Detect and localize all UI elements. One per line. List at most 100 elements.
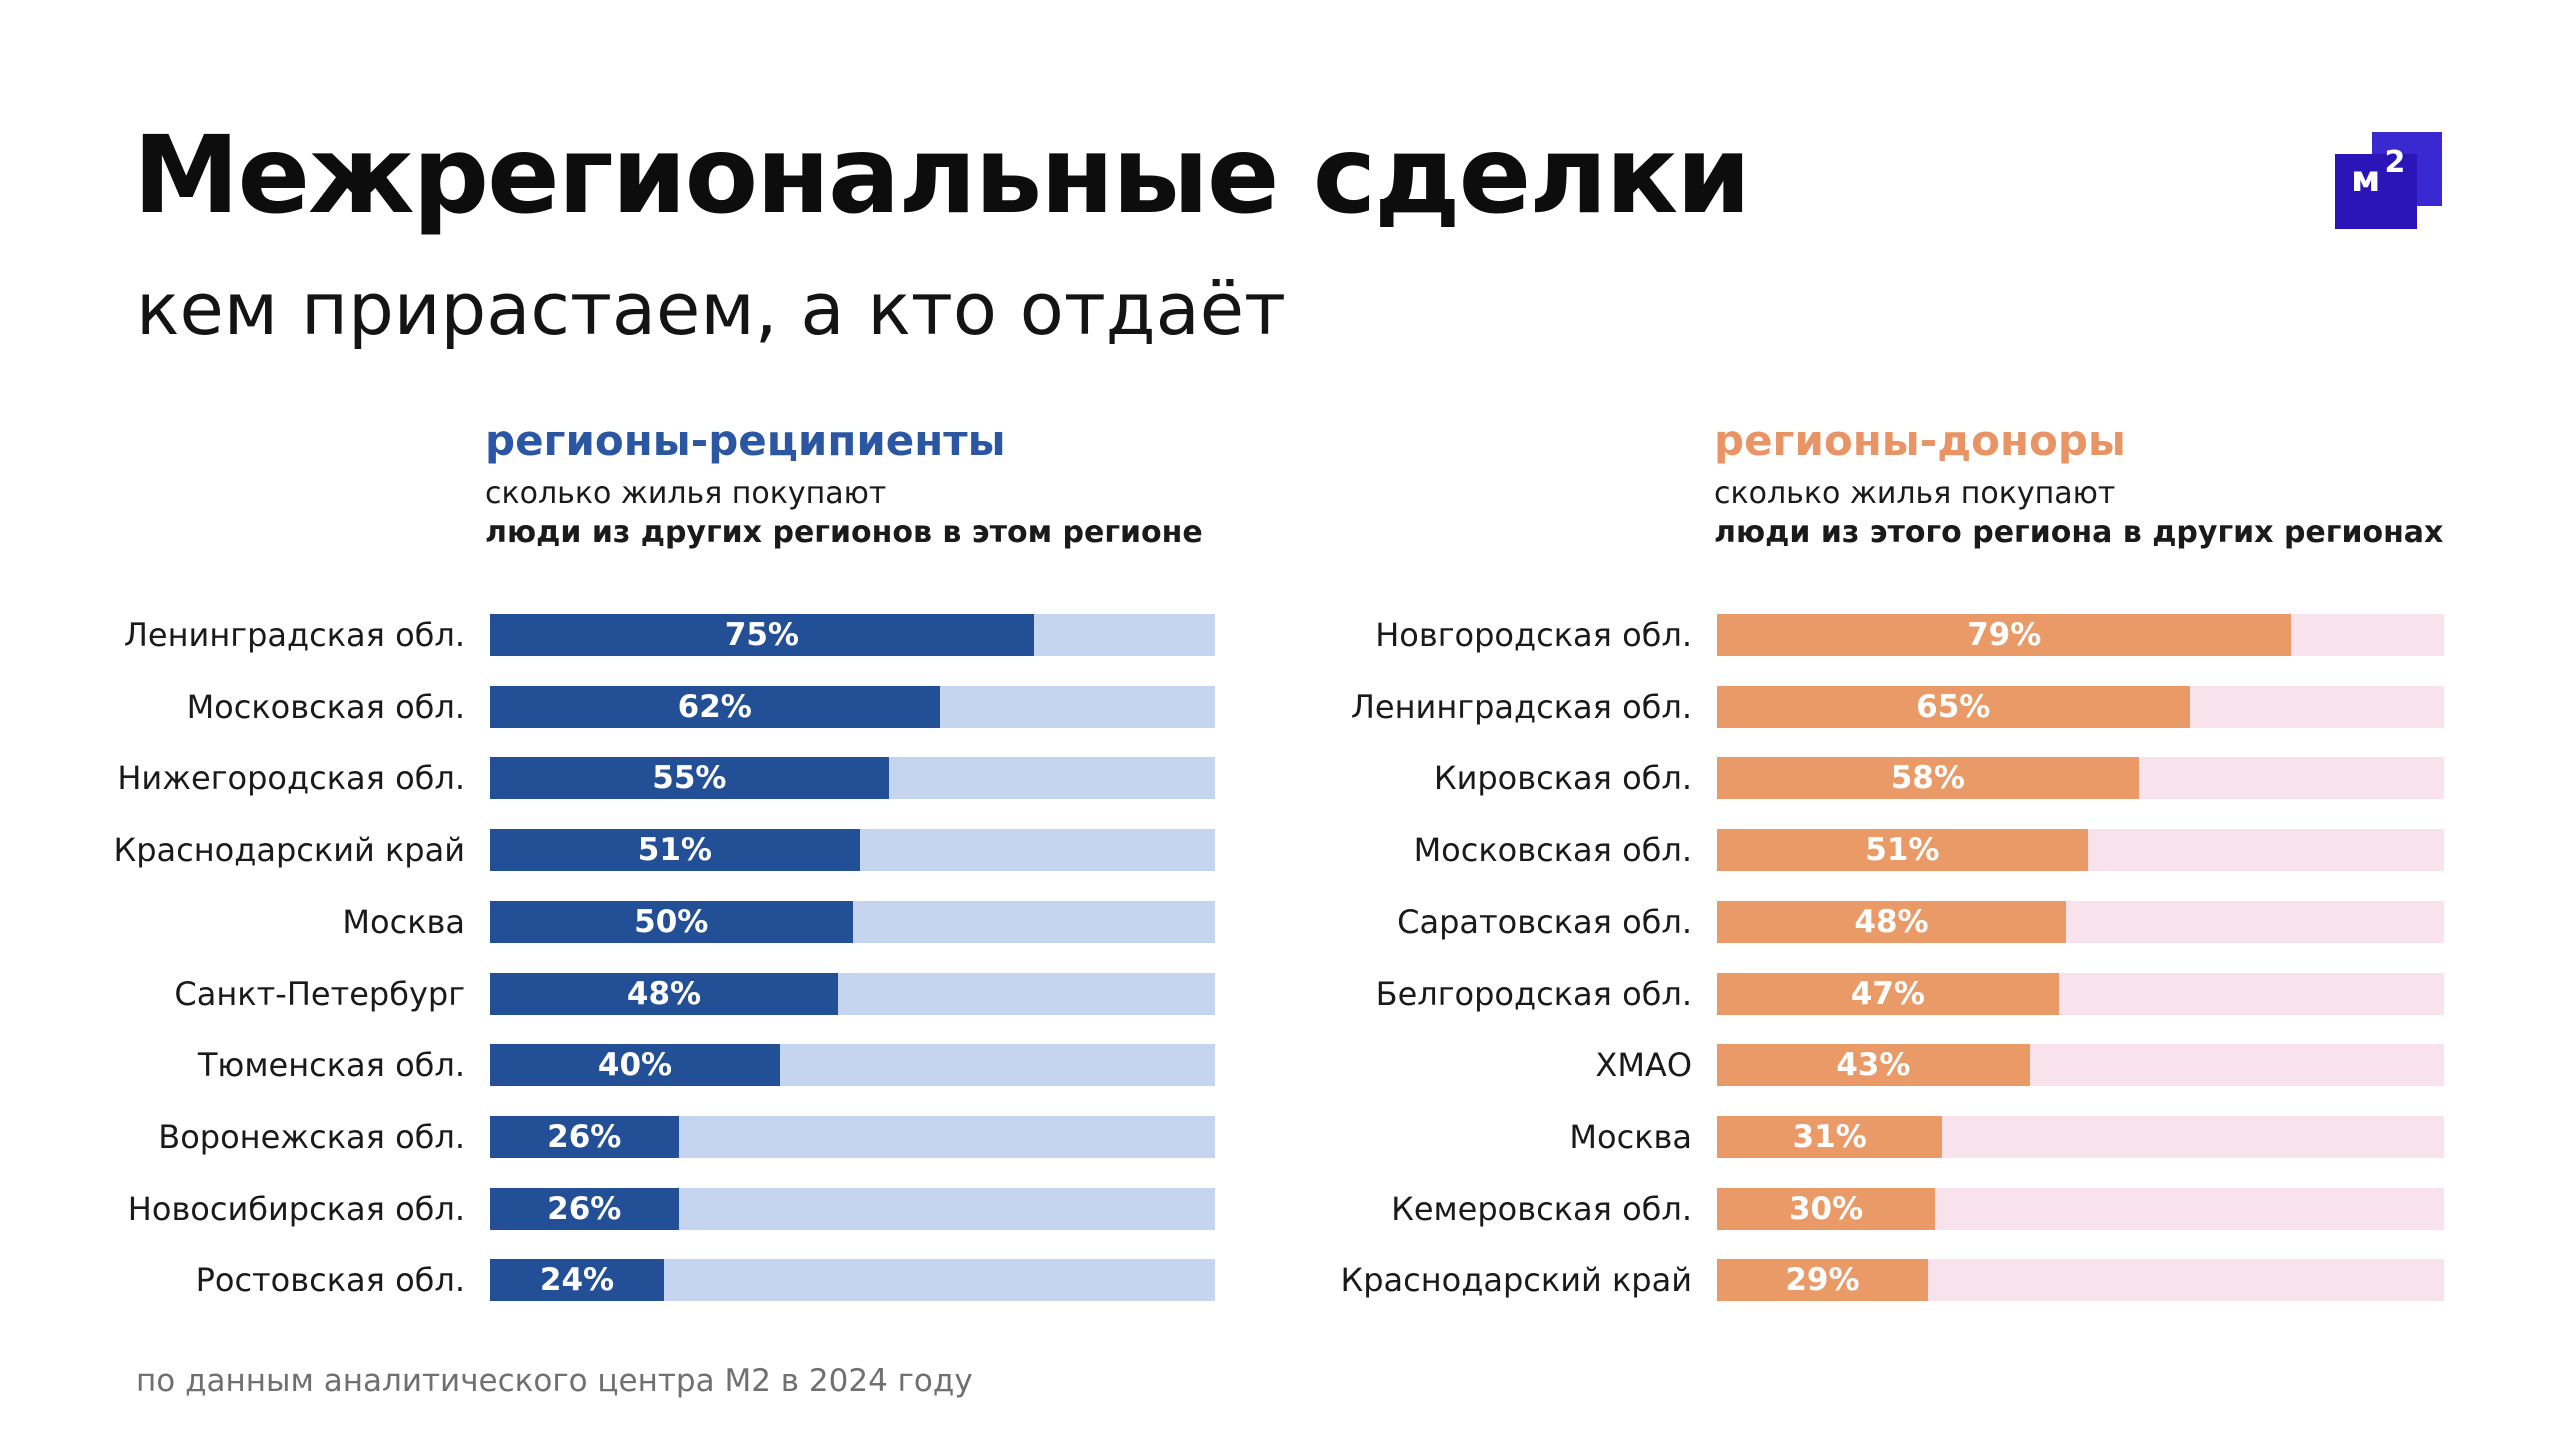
donors-value-label: 51% (1865, 832, 1940, 869)
page-subtitle: кем прирастаем, а кто отдаёт (136, 267, 1286, 351)
recipients-desc-line2: люди из других регионов в этом регионе (485, 515, 1203, 551)
recipients-value-label: 24% (539, 1262, 615, 1299)
recipients-category-label: Краснодарский край (113, 831, 465, 870)
donors-bar-track: 29% (1717, 1259, 2444, 1302)
donors-bar-track: 43% (1717, 1044, 2444, 1087)
donors-category-label: Новгородская обл. (1375, 616, 1692, 654)
recipients-category-label: Московская обл. (186, 687, 465, 726)
recipients-desc-line1: сколько жилья покупают (485, 476, 887, 512)
recipients-bar: 50% (490, 900, 853, 943)
donors-bar-row: Кировская обл. 58% (1230, 757, 2460, 800)
recipients-value-label: 62% (677, 688, 752, 725)
recipients-bar-track: 50% (490, 900, 1215, 943)
donors-category-label: Московская обл. (1413, 831, 1692, 870)
donors-bar: 43% (1717, 1044, 2030, 1087)
recipients-bar: 24% (490, 1259, 664, 1302)
donors-value-label: 29% (1785, 1262, 1860, 1299)
recipients-category-label: Москва (342, 902, 465, 941)
donors-bar: 30% (1717, 1187, 1936, 1230)
recipients-bar-track: 26% (490, 1115, 1215, 1158)
recipients-value-label: 75% (724, 617, 799, 653)
recipients-bar-track: 62% (490, 685, 1215, 728)
donors-value-label: 31% (1792, 1118, 1867, 1155)
recipients-bar-track: 40% (490, 1044, 1215, 1087)
donors-category-label: Белгородская обл. (1375, 974, 1692, 1013)
logo-superscript: 2 (2384, 145, 2406, 180)
recipients-category-label: Воронежская обл. (158, 1117, 465, 1156)
recipients-bar: 62% (490, 685, 940, 728)
donors-bar-track: 79% (1717, 614, 2444, 656)
recipients-value-label: 48% (626, 975, 702, 1012)
recipients-bar-track: 55% (490, 757, 1215, 800)
donors-value-label: 30% (1788, 1190, 1864, 1227)
donors-bar-row: Саратовская обл. 48% (1230, 900, 2460, 943)
recipients-heading: регионы-реципиенты (485, 416, 1006, 465)
donors-bar-row: Белгородская обл. 47% (1230, 972, 2460, 1015)
donors-bar-track: 31% (1717, 1115, 2444, 1158)
recipients-bar-row: Новосибирская обл. 26% (0, 1187, 1220, 1230)
recipients-bar: 75% (490, 614, 1034, 656)
recipients-value-label: 51% (637, 832, 712, 869)
recipients-value-label: 50% (634, 903, 709, 940)
recipients-category-label: Санкт-Петербург (174, 974, 465, 1013)
donors-category-label: Саратовская обл. (1397, 902, 1692, 941)
donors-category-label: Москва (1569, 1117, 1692, 1156)
recipients-bar-row: Тюменская обл. 40% (0, 1044, 1220, 1087)
donors-bar-row: Московская обл. 51% (1230, 829, 2460, 872)
donors-value-label: 47% (1850, 975, 1925, 1012)
logo-letter: м (2351, 159, 2381, 200)
donors-bar-track: 51% (1717, 829, 2444, 872)
recipients-bar: 26% (490, 1187, 679, 1230)
donors-category-label: Ленинградская обл. (1350, 687, 1692, 726)
donors-category-label: Кировская обл. (1433, 759, 1692, 798)
donors-bar-row: ХМАО 43% (1230, 1044, 2460, 1087)
recipients-bar-row: Москва 50% (0, 900, 1220, 943)
donors-bar: 58% (1717, 757, 2139, 800)
donors-bar: 48% (1717, 900, 2066, 943)
donors-desc-line1: сколько жилья покупают (1714, 476, 2116, 512)
donors-bar-row: Москва 31% (1230, 1115, 2460, 1158)
donors-header: регионы-доноры сколько жилья покупают лю… (1714, 416, 2443, 552)
donors-bar: 79% (1717, 614, 2292, 656)
recipients-bar: 26% (490, 1115, 679, 1158)
donors-bar: 47% (1717, 972, 2059, 1015)
donors-bar-row: Новгородская обл. 79% (1230, 614, 2460, 656)
recipients-category-label: Новосибирская обл. (127, 1189, 465, 1228)
recipients-bar-row: Воронежская обл. 26% (0, 1115, 1220, 1158)
donors-bar-row: Краснодарский край 29% (1230, 1259, 2460, 1302)
recipients-bar: 48% (490, 972, 838, 1015)
recipients-category-label: Тюменская обл. (197, 1046, 465, 1085)
recipients-value-label: 26% (547, 1190, 622, 1227)
donors-value-label: 79% (1967, 617, 2042, 653)
recipients-bar: 40% (490, 1044, 780, 1087)
recipients-header: регионы-реципиенты сколько жилья покупаю… (485, 416, 1203, 552)
page-title: Межрегиональные сделки (133, 114, 1751, 238)
donors-value-label: 48% (1854, 903, 1929, 940)
recipients-bar-track: 26% (490, 1187, 1215, 1230)
recipients-category-label: Нижегородская обл. (117, 759, 465, 798)
recipients-bar-row: Ростовская обл. 24% (0, 1259, 1220, 1302)
donors-category-label: Кемеровская обл. (1391, 1189, 1692, 1228)
recipients-value-label: 26% (547, 1118, 622, 1155)
recipients-bar-row: Ленинградская обл. 75% (0, 614, 1220, 656)
recipients-bar: 51% (490, 829, 860, 872)
donors-value-label: 43% (1836, 1047, 1911, 1084)
recipients-bar: 55% (490, 757, 889, 800)
donors-bar-row: Кемеровская обл. 30% (1230, 1187, 2460, 1230)
donors-value-label: 58% (1890, 760, 1965, 797)
donors-bar: 31% (1717, 1115, 1943, 1158)
donors-bar-track: 65% (1717, 685, 2444, 728)
source-note: по данным аналитического центра М2 в 202… (136, 1363, 973, 1399)
recipients-bar-row: Нижегородская обл. 55% (0, 757, 1220, 800)
recipients-value-label: 55% (652, 760, 727, 797)
donors-category-label: Краснодарский край (1340, 1261, 1692, 1300)
recipients-bar-track: 48% (490, 972, 1215, 1015)
recipients-category-label: Ленинградская обл. (123, 616, 465, 654)
recipients-bar-row: Московская обл. 62% (0, 685, 1220, 728)
donors-bar: 29% (1717, 1259, 1928, 1302)
donors-bar: 65% (1717, 685, 2190, 728)
donors-value-label: 65% (1916, 688, 1991, 725)
donors-heading: регионы-доноры (1714, 416, 2126, 465)
recipients-category-label: Ростовская обл. (195, 1261, 465, 1300)
